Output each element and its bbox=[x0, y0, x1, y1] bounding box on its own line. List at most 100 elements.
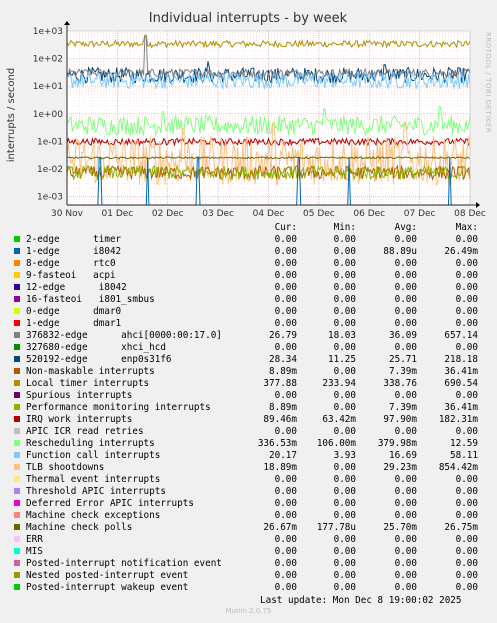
legend-swatch bbox=[14, 260, 20, 266]
legend-name: 16-fasteoi i801_smbus bbox=[26, 294, 155, 305]
legend-cur: 0.00 bbox=[274, 306, 297, 317]
legend-min: 0.00 bbox=[333, 582, 356, 593]
chart-title: Individual interrupts - by week bbox=[149, 11, 348, 26]
legend-cur: 336.53m bbox=[257, 438, 297, 449]
plot-area: 1e-03 1e-02 1e-01 1e+00 1e+01 1e+02 1e+03 30 No… bbox=[33, 21, 486, 219]
header-max: Max: bbox=[455, 222, 478, 233]
series-line bbox=[66, 34, 471, 49]
legend-row: Posted-interrupt wakeup event 0.00 0.00 0.0… bbox=[0, 582, 497, 594]
munin-version: Munin 2.0.75 bbox=[225, 607, 272, 615]
legend-avg: 0.00 bbox=[394, 270, 417, 281]
legend-swatch bbox=[14, 548, 20, 554]
series-line bbox=[66, 71, 471, 90]
legend-cur: 0.00 bbox=[274, 534, 297, 545]
legend-cur: 18.89m bbox=[263, 462, 297, 473]
legend-name: 520192-edge enp0s31f6 bbox=[26, 354, 172, 365]
legend-swatch bbox=[14, 464, 20, 470]
legend-min: 63.42m bbox=[322, 414, 356, 425]
legend-max: 0.00 bbox=[455, 474, 478, 485]
legend-name: 327680-edge xhci_hcd bbox=[26, 342, 166, 353]
series-line bbox=[66, 61, 471, 85]
legend-avg: 0.00 bbox=[394, 258, 417, 269]
legend-row: Posted-interrupt notification event 0.00 0… bbox=[0, 558, 497, 570]
legend-cur: 0.00 bbox=[274, 270, 297, 281]
legend-min: 0.00 bbox=[333, 342, 356, 353]
legend-row: Function call interrupts 20.17 3.93 16.69 58… bbox=[0, 450, 497, 462]
legend-name: Threshold APIC interrupts bbox=[26, 486, 166, 497]
legend-avg: 88.89u bbox=[383, 246, 417, 257]
legend-min: 0.00 bbox=[333, 294, 356, 305]
legend-swatch bbox=[14, 488, 20, 494]
y-tick-label: 1e+03 bbox=[33, 27, 63, 37]
legend-max: 0.00 bbox=[455, 270, 478, 281]
legend-name: APIC ICR read retries bbox=[26, 426, 144, 437]
legend-cur: 0.00 bbox=[274, 486, 297, 497]
legend-row: Spurious interrupts 0.00 0.00 0.00 0.00 bbox=[0, 390, 497, 402]
legend-avg: 0.00 bbox=[394, 546, 417, 557]
y-tick-label: 1e-02 bbox=[37, 165, 63, 175]
legend-name: 9-fasteoi acpi bbox=[26, 270, 116, 281]
legend-swatch bbox=[14, 428, 20, 434]
legend-name: MIS bbox=[26, 546, 43, 557]
legend-min: 0.00 bbox=[333, 306, 356, 317]
legend-name: 1-edge i8042 bbox=[26, 246, 122, 257]
legend-row: 9-fasteoi acpi 0.00 0.00 0.00 0.00 bbox=[0, 270, 497, 282]
legend-row: Non-maskable interrupts 8.89m 0.00 7.39m 36.… bbox=[0, 366, 497, 378]
legend-row: APIC ICR read retries 0.00 0.00 0.00 0.00 bbox=[0, 426, 497, 438]
legend-max: 0.00 bbox=[455, 294, 478, 305]
legend-max: 36.41m bbox=[444, 402, 478, 413]
legend-max: 657.14 bbox=[444, 330, 478, 341]
legend-name: Rescheduling interrupts bbox=[26, 438, 155, 449]
legend-swatch bbox=[14, 380, 20, 386]
legend-avg: 0.00 bbox=[394, 558, 417, 569]
legend-min: 0.00 bbox=[333, 510, 356, 521]
y-tick-label: 1e+00 bbox=[33, 110, 64, 120]
legend-swatch bbox=[14, 392, 20, 398]
legend-swatch bbox=[14, 476, 20, 482]
legend-avg: 0.00 bbox=[394, 294, 417, 305]
legend-swatch bbox=[14, 356, 20, 362]
legend-swatch bbox=[14, 440, 20, 446]
legend-max: 854.42m bbox=[438, 462, 478, 473]
legend-name: Deferred Error APIC interrupts bbox=[26, 498, 194, 509]
legend-header: Cur: Min: Avg: Max: bbox=[0, 222, 497, 234]
y-tick-label: 1e+01 bbox=[33, 82, 63, 92]
legend-min: 0.00 bbox=[333, 462, 356, 473]
legend-cur: 0.00 bbox=[274, 546, 297, 557]
legend-row: 8-edge rtc0 0.00 0.00 0.00 0.00 bbox=[0, 258, 497, 270]
legend-cur: 0.00 bbox=[274, 498, 297, 509]
legend-cur: 26.79 bbox=[269, 330, 297, 341]
legend-cur: 0.00 bbox=[274, 474, 297, 485]
legend-row: TLB shootdowns 18.89m 0.00 29.23m 854.42m bbox=[0, 462, 497, 474]
legend-swatch bbox=[14, 452, 20, 458]
legend-max: 690.54 bbox=[444, 378, 478, 389]
y-tick-label: 1e-01 bbox=[37, 137, 63, 147]
legend-swatch bbox=[14, 368, 20, 374]
legend-avg: 36.09 bbox=[389, 330, 417, 341]
legend-cur: 8.89m bbox=[269, 366, 297, 377]
legend-avg: 16.69 bbox=[389, 450, 417, 461]
legend-swatch bbox=[14, 296, 20, 302]
legend-row: Threshold APIC interrupts 0.00 0.00 0.00 0.0… bbox=[0, 486, 497, 498]
legend-min: 106.00m bbox=[316, 438, 356, 449]
legend-row: Rescheduling interrupts 336.53m 106.00m 379… bbox=[0, 438, 497, 450]
legend-max: 36.41m bbox=[444, 366, 478, 377]
legend-avg: 379.98m bbox=[377, 438, 417, 449]
legend-name: 2-edge timer bbox=[26, 234, 122, 245]
legend-swatch bbox=[14, 284, 20, 290]
legend-cur: 8.89m bbox=[269, 402, 297, 413]
x-tick-label: 01 Dec bbox=[102, 209, 134, 219]
y-tick-label: 1e+02 bbox=[33, 55, 63, 65]
legend-name: Thermal event interrupts bbox=[26, 474, 161, 485]
legend-row: 327680-edge xhci_hcd 0.00 0.00 0.00 0.00 bbox=[0, 342, 497, 354]
legend-avg: 0.00 bbox=[394, 510, 417, 521]
legend-avg: 97.90m bbox=[383, 414, 417, 425]
legend-row: 1-edge i8042 0.00 0.00 88.89u 26.49m bbox=[0, 246, 497, 258]
legend-swatch bbox=[14, 248, 20, 254]
legend-avg: 7.39m bbox=[389, 366, 417, 377]
legend-max: 0.00 bbox=[455, 342, 478, 353]
legend-min: 177.78u bbox=[316, 522, 356, 533]
legend-row: 16-fasteoi i801_smbus 0.00 0.00 0.00 0.00 bbox=[0, 294, 497, 306]
legend-avg: 0.00 bbox=[394, 390, 417, 401]
